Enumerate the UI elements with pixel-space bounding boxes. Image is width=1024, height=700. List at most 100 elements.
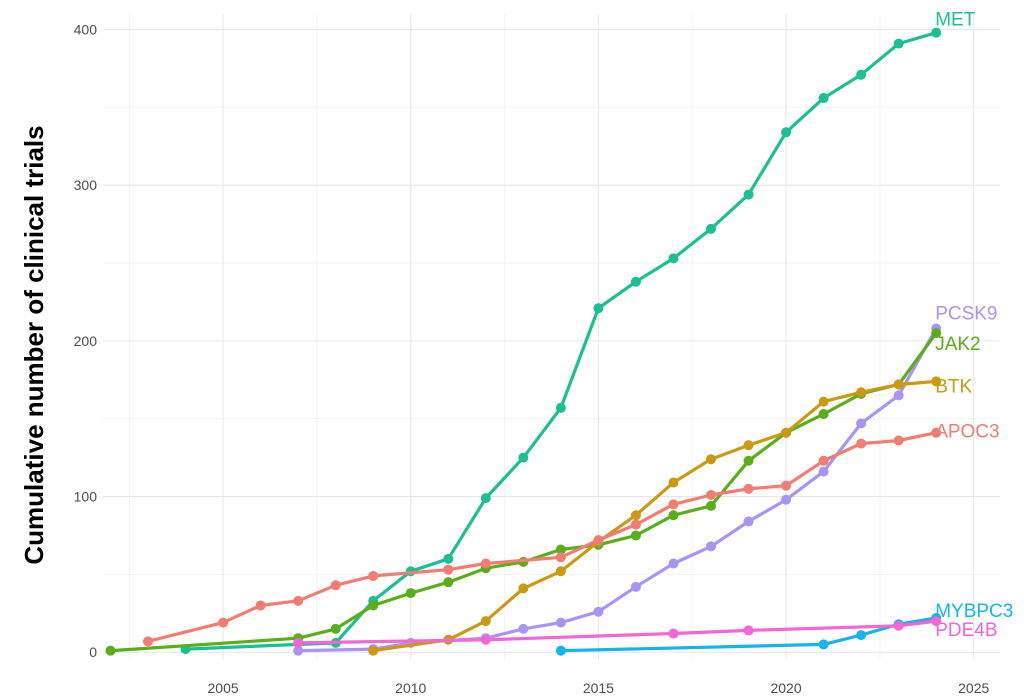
data-point-apoc3 [218,617,229,628]
data-point-pcsk9 [668,558,679,569]
data-point-met [706,223,717,234]
grid-layer [103,14,1000,660]
data-point-met [443,553,454,564]
data-point-apoc3 [293,595,304,606]
y-tick-label: 400 [74,22,98,38]
data-point-jak2 [630,530,641,541]
data-point-jak2 [368,600,379,611]
data-point-jak2 [405,588,416,599]
series-line-pde4b [296,619,938,645]
data-point-apoc3 [781,480,792,491]
data-point-apoc3 [480,558,491,569]
data-point-btk [668,477,679,488]
data-point-btk [480,616,491,627]
data-point-pcsk9 [893,390,904,401]
data-point-apoc3 [593,535,604,546]
data-point-met [555,402,566,413]
data-point-jak2 [555,544,566,555]
data-point-met [893,38,904,49]
data-point-btk [706,454,717,465]
data-point-met [818,93,829,104]
data-point-pde4b [893,620,904,631]
data-point-pcsk9 [518,623,529,634]
data-point-met [518,452,529,463]
series-apoc3 [143,427,942,647]
series-pcsk9 [293,323,942,656]
data-point-mybpc3 [818,639,829,650]
data-point-met [856,69,867,80]
data-point-pcsk9 [593,606,604,617]
y-tick-label: 100 [74,489,98,505]
data-point-btk [743,440,754,451]
data-point-apoc3 [743,483,754,494]
data-point-pcsk9 [743,516,754,527]
y-tick-label: 300 [74,177,98,193]
data-point-met [593,303,604,314]
data-point-pde4b [293,637,304,648]
data-point-jak2 [931,328,942,339]
series-line-met [184,31,938,651]
series-label-pde4b: PDE4B [935,620,997,641]
data-point-pcsk9 [818,466,829,477]
data-point-apoc3 [893,435,904,446]
data-point-pde4b [480,634,491,645]
data-point-met [743,189,754,200]
data-point-jak2 [668,510,679,521]
series-line-pcsk9 [296,326,938,653]
data-point-mybpc3 [856,630,867,641]
data-point-apoc3 [630,519,641,530]
x-tick-label: 2025 [958,680,989,696]
data-point-met [931,27,942,38]
y-tick-label: 0 [89,644,97,660]
data-point-jak2 [443,577,454,588]
data-point-apoc3 [931,427,942,438]
data-point-jak2 [818,409,829,420]
data-point-btk [781,427,792,438]
data-point-apoc3 [555,552,566,563]
tick-label-layer: 2005 2010 2015 2020 2025 0 100 200 300 400 [74,22,990,696]
data-point-pcsk9 [293,645,304,656]
series-label-pcsk9: PCSK9 [935,303,997,324]
data-point-btk [555,566,566,577]
data-point-apoc3 [143,636,154,647]
data-point-btk [931,376,942,387]
series-label-mybpc3: MYBPC3 [935,601,1013,622]
data-point-btk [630,510,641,521]
data-point-btk [368,645,379,656]
series-label-jak2: JAK2 [935,334,980,355]
data-point-mybpc3 [555,645,566,656]
data-point-jak2 [330,623,341,634]
data-point-apoc3 [368,570,379,581]
data-point-jak2 [743,455,754,466]
series-pde4b [293,616,942,648]
data-point-apoc3 [668,499,679,510]
data-point-apoc3 [255,600,266,611]
series-label-met: MET [935,10,976,31]
data-point-pcsk9 [555,617,566,628]
series-label-apoc3: APOC3 [935,422,999,443]
data-point-btk [856,387,867,398]
x-tick-label: 2010 [395,680,426,696]
series-line-jak2 [108,331,938,653]
y-tick-label: 200 [74,333,98,349]
y-axis-title: Cumulative number of clinical trials [19,125,49,564]
data-point-apoc3 [443,564,454,575]
data-point-pcsk9 [781,494,792,505]
data-point-pcsk9 [706,541,717,552]
data-point-jak2 [706,500,717,511]
data-point-pde4b [931,616,942,627]
data-point-pde4b [743,625,754,636]
data-point-apoc3 [856,438,867,449]
data-point-btk [893,379,904,390]
data-point-met [668,253,679,264]
data-point-pcsk9 [630,581,641,592]
data-point-apoc3 [818,455,829,466]
data-point-btk [818,396,829,407]
data-point-met [630,276,641,287]
data-point-met [781,127,792,138]
series-layer [105,27,942,656]
series-label-btk: BTK [935,376,972,397]
